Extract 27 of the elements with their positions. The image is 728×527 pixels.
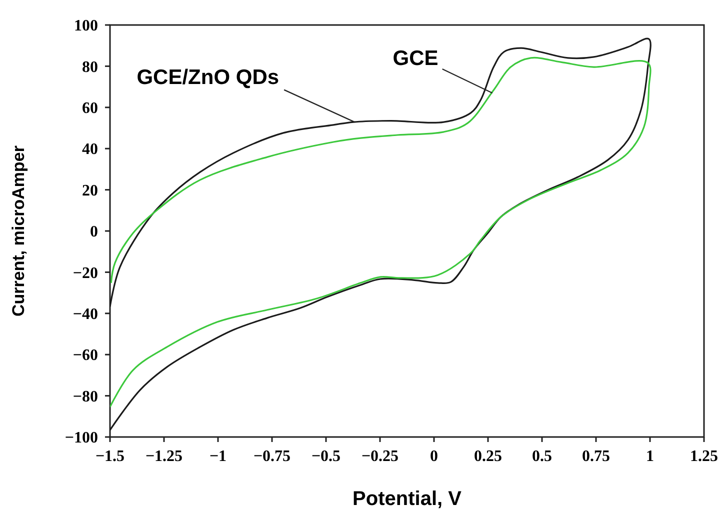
x-tick-label: −0.75 (253, 448, 291, 465)
y-tick-label: −40 (72, 306, 98, 323)
x-axis-title: Potential, V (352, 488, 462, 510)
x-tick-label: 0 (430, 448, 438, 465)
y-tick-label: −20 (72, 264, 98, 282)
y-tick-label: −80 (72, 388, 98, 406)
y-tick-label: 0 (90, 224, 98, 241)
x-tick-label: −1 (209, 448, 227, 465)
x-tick-label: −0.5 (311, 448, 341, 465)
annotation: GCE/ZnO QDs (136, 66, 280, 89)
y-tick-label: −60 (72, 347, 98, 364)
x-tick-label: −1.25 (145, 448, 183, 465)
annotation: GCE (392, 46, 438, 70)
y-tick-label: −100 (64, 430, 98, 447)
x-tick-label: 1.25 (690, 448, 718, 465)
x-tick-label: −1.5 (95, 448, 125, 465)
x-tick-label: 1 (646, 448, 654, 465)
x-tick-label: 0.75 (582, 448, 610, 465)
y-tick-label: 80 (82, 58, 98, 76)
x-tick-label: 0.25 (474, 448, 502, 465)
y-tick-label: 40 (82, 141, 98, 158)
x-tick-label: 0.5 (532, 448, 552, 465)
y-tick-label: 60 (82, 100, 98, 117)
y-tick-label: 20 (82, 182, 98, 200)
y-axis-title: Current, microAmper (9, 145, 28, 316)
x-tick-label: −0.25 (361, 448, 399, 465)
y-tick-label: 100 (74, 18, 98, 35)
